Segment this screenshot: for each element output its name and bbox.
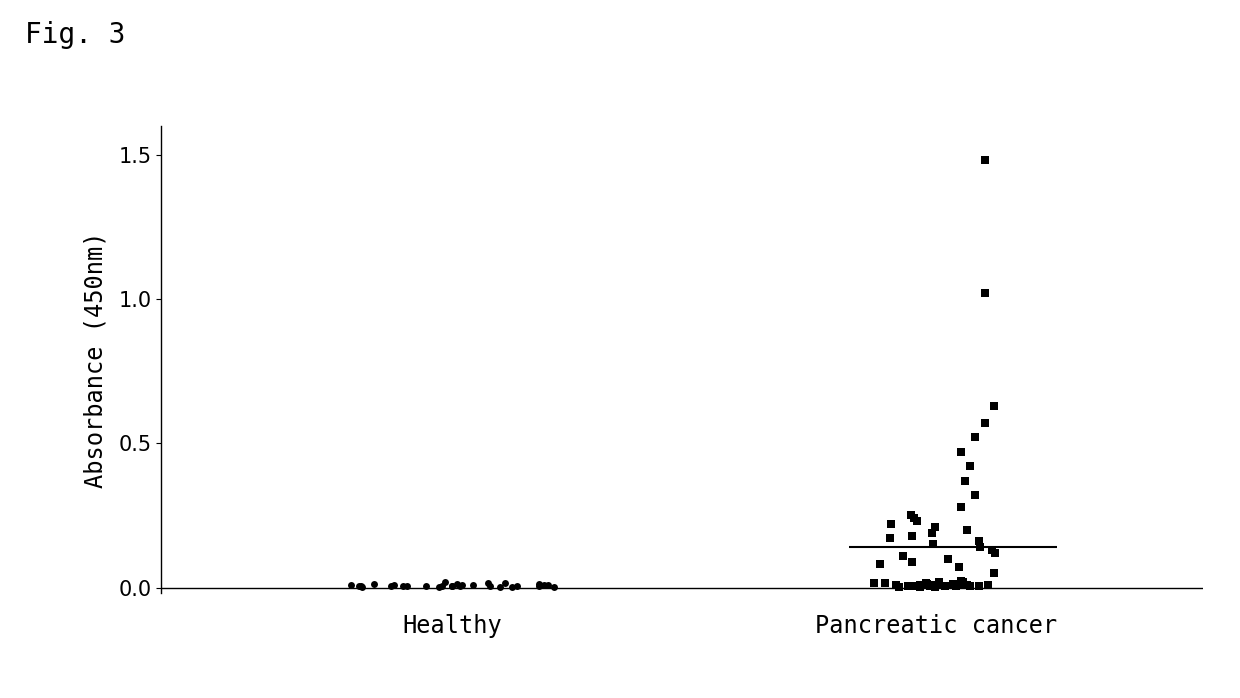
Point [915, 579, 935, 591]
Point [889, 581, 909, 593]
Point [863, 578, 883, 589]
Point [939, 553, 959, 564]
Point [432, 580, 451, 591]
Point [450, 581, 470, 592]
Point [960, 461, 980, 472]
Point [490, 581, 510, 592]
Point [453, 579, 472, 591]
Point [920, 580, 940, 591]
Point [950, 562, 970, 573]
Point [893, 550, 913, 561]
Point [921, 527, 941, 538]
Point [975, 288, 994, 299]
Point [929, 578, 949, 589]
Point [544, 581, 564, 592]
Point [350, 580, 370, 591]
Point [951, 501, 971, 512]
Point [954, 579, 973, 591]
Point [956, 475, 976, 487]
Point [985, 400, 1004, 411]
Point [983, 567, 1003, 579]
Point [363, 579, 383, 590]
Point [393, 581, 413, 592]
Point [951, 576, 971, 587]
Point [441, 581, 461, 592]
Point [957, 579, 977, 591]
Point [916, 579, 936, 591]
Point [880, 519, 900, 530]
Point [970, 536, 990, 547]
Point [925, 521, 945, 533]
Point [870, 559, 890, 570]
Point [975, 155, 994, 166]
Y-axis label: Absorbance (450nm): Absorbance (450nm) [83, 231, 107, 488]
Point [429, 581, 449, 592]
Point [880, 533, 900, 544]
Point [977, 579, 997, 591]
Point [910, 579, 930, 591]
Point [965, 432, 985, 443]
Point [923, 539, 942, 550]
Point [341, 579, 361, 591]
Point [384, 579, 404, 591]
Point [903, 530, 923, 541]
Point [944, 579, 963, 590]
Point [915, 578, 935, 589]
Point [904, 512, 924, 524]
Point [529, 579, 549, 590]
Point [924, 581, 944, 592]
Point [417, 581, 436, 592]
Point [909, 581, 929, 592]
Point [910, 581, 930, 592]
Point [507, 581, 527, 592]
Point [918, 579, 937, 590]
Point [985, 547, 1004, 558]
Point [887, 579, 906, 591]
Point [352, 581, 372, 593]
Point [480, 581, 500, 592]
Point [397, 580, 417, 591]
Point [925, 581, 945, 592]
Point [930, 576, 950, 587]
Point [502, 581, 522, 593]
Point [946, 580, 966, 591]
Point [538, 579, 558, 591]
Point [381, 580, 401, 591]
Point [443, 581, 463, 592]
Point [957, 524, 977, 535]
Point [982, 544, 1002, 556]
Point [875, 577, 895, 588]
Point [901, 510, 921, 521]
Point [903, 581, 923, 592]
Point [529, 580, 549, 591]
Point [971, 542, 991, 553]
Point [952, 577, 972, 588]
Text: Fig. 3: Fig. 3 [25, 21, 125, 49]
Point [477, 578, 497, 589]
Point [965, 489, 985, 500]
Point [906, 516, 926, 527]
Point [446, 578, 466, 589]
Point [975, 417, 994, 429]
Point [495, 578, 515, 589]
Point [464, 579, 484, 591]
Point [534, 579, 554, 591]
Point [960, 581, 980, 592]
Point [898, 580, 918, 591]
Point [435, 577, 455, 588]
Point [968, 581, 988, 592]
Point [951, 446, 971, 457]
Point [935, 580, 955, 591]
Point [903, 556, 923, 567]
Point [908, 580, 928, 591]
Point [351, 581, 371, 592]
Point [921, 579, 941, 591]
